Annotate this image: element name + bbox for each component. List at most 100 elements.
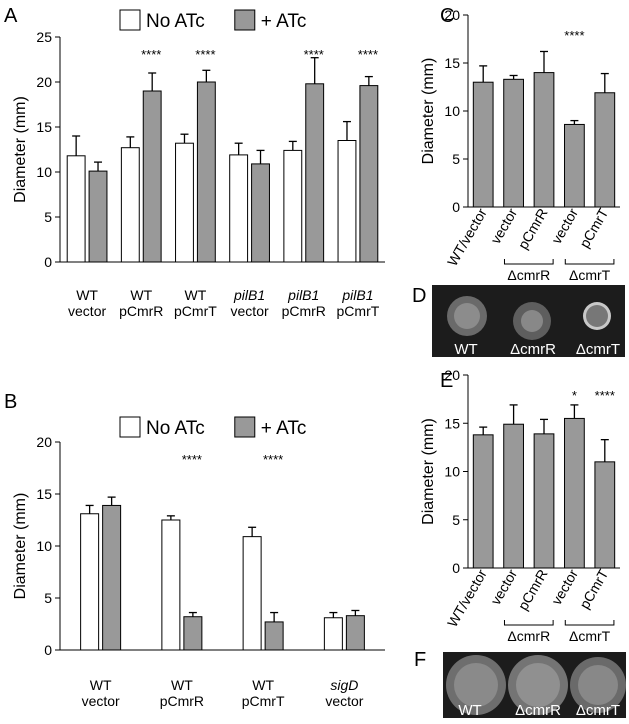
legend-label: No ATc [146,11,205,32]
colony [454,303,480,329]
colony [521,310,543,332]
group-bracket [564,259,615,265]
bar [533,72,555,208]
image-d: D [412,285,625,357]
significance: * [572,388,577,403]
group-bracket [503,620,554,626]
x-tick-label: pCmrT [576,566,611,611]
panel-letter: C [440,5,454,27]
panel-letter: D [412,285,426,307]
y-tick-label: 20 [444,7,460,23]
y-axis-label: Diameter (mm) [420,418,437,525]
y-tick-label: 15 [36,119,52,135]
legend-swatch [234,9,256,31]
group-label: ΔcmrR [507,267,550,283]
x-tick-label: pilB1 [287,287,319,303]
significance: **** [141,47,161,62]
bar [472,434,494,569]
y-tick-label: 10 [444,464,460,480]
bar [564,417,585,569]
y-tick-label: 15 [444,55,460,71]
y-axis-label: Diameter (mm) [12,96,29,203]
x-tick-label: vector [487,205,520,246]
x-tick-label: vector [325,693,363,709]
bar [88,170,108,263]
image-label: ΔcmrR [515,702,561,719]
bar [242,536,262,651]
group-label: ΔcmrT [569,628,611,644]
panel-letter: F [414,649,426,671]
bar [594,92,616,208]
bar [102,504,122,651]
x-tick-label: pCmrR [119,303,163,319]
x-tick-label: pCmrR [160,693,204,709]
image-label: ΔcmrT [576,341,620,358]
legend-label: No ATc [146,418,205,439]
bar [183,616,203,651]
bar [359,85,379,263]
x-tick-label: vector [487,566,520,607]
significance: **** [595,388,615,403]
legend-swatch [119,416,141,438]
legend-label: + ATc [261,11,307,32]
group-bracket [564,620,615,626]
y-tick-label: 5 [44,590,52,606]
bar [229,154,249,263]
panel-letter: E [440,370,453,392]
x-tick-label: pilB1 [233,287,265,303]
y-tick-label: 10 [36,538,52,554]
bar [472,81,494,208]
x-tick-label: pCmrR [515,206,551,252]
x-tick-label: sigD [330,677,358,693]
y-tick-label: 0 [452,560,460,576]
y-tick-label: 0 [44,254,52,270]
x-tick-label: WT [185,287,207,303]
y-axis-label: Diameter (mm) [420,58,437,165]
bar [533,433,555,569]
x-tick-label: pCmrR [515,567,551,613]
x-tick-label: WT [130,287,152,303]
significance: **** [195,47,215,62]
significance: **** [304,47,324,62]
significance: **** [182,452,202,467]
legend-swatch [119,9,141,31]
y-tick-label: 10 [444,103,460,119]
y-tick-label: 20 [36,434,52,450]
x-tick-label: pCmrT [576,205,611,250]
y-tick-label: 25 [36,29,52,45]
x-tick-label: WT/vector [444,205,490,269]
significance: **** [564,28,584,43]
legend-label: + ATc [261,418,307,439]
bar [251,163,270,263]
y-tick-label: 5 [452,512,460,528]
y-axis-label: Diameter (mm) [12,493,29,600]
bar [66,155,86,263]
y-tick-label: 20 [444,367,460,383]
y-tick-label: 15 [444,415,460,431]
bar [175,142,194,263]
x-tick-label: vector [548,205,581,246]
y-tick-label: 0 [452,199,460,215]
image-label: ΔcmrR [510,341,556,358]
panel-letter: A [4,5,18,27]
group-label: ΔcmrT [569,267,611,283]
x-tick-label: pCmrT [242,693,285,709]
bar [196,81,216,263]
bar [503,78,524,208]
x-tick-label: vector [231,303,269,319]
colony [516,663,560,707]
y-tick-label: 0 [44,642,52,658]
significance: **** [263,452,283,467]
y-tick-label: 20 [36,74,52,90]
colony [454,663,498,707]
x-tick-label: vector [548,566,581,607]
colony [586,305,608,327]
bar [503,423,524,569]
bar [345,615,365,651]
bar [305,83,325,263]
y-tick-label: 15 [36,486,52,502]
image-label: WT [458,702,481,719]
group-bracket [503,259,554,265]
significance: **** [358,47,378,62]
